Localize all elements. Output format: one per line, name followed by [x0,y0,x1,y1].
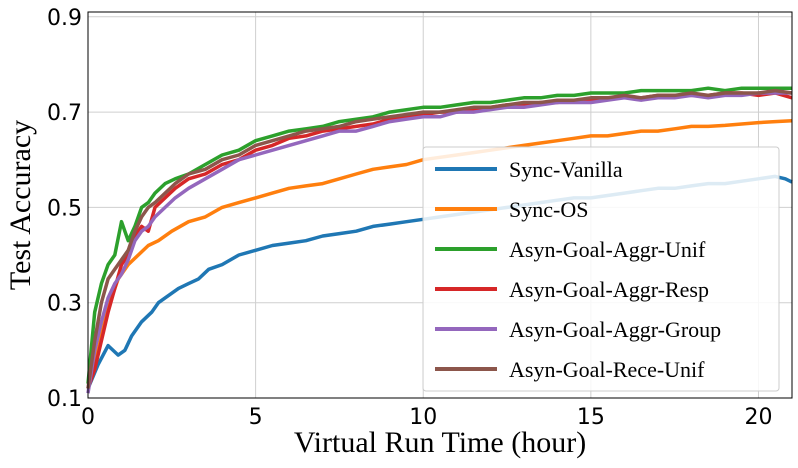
series-line-asyn-goal-aggr-group [86,91,792,394]
y-axis-title: Test Accuracy [4,120,37,290]
legend-box [422,146,780,392]
x-tick-label: 0 [81,405,95,430]
y-tick-label: 0.1 [47,387,82,412]
series-line-asyn-goal-rece-unif [86,88,793,389]
series-line-asyn-goal-aggr-unif [86,86,792,384]
x-tick-label: 5 [249,405,263,430]
y-tick-label: 0.9 [47,6,82,31]
x-tick-label: 20 [744,405,772,430]
y-tick-label: 0.5 [47,196,82,221]
x-axis-title: Virtual Run Time (hour) [294,426,586,459]
tick-labels: 0 5 10 15 20 0.1 0.3 0.5 0.7 0.9 [47,6,772,430]
series-line-sync-os [86,118,793,389]
plot-frame [87,11,793,399]
legend-entry: Asyn-Goal-Aggr-Group [509,317,721,342]
legend-entry: Sync-Vanilla [509,157,623,182]
x-tick-label: 15 [577,405,605,430]
y-tick-label: 0.3 [47,292,82,317]
legend-entry: Asyn-Goal-Aggr-Resp [509,277,709,302]
x-tick-label: 10 [409,405,437,430]
legend-entry: Asyn-Goal-Rece-Unif [509,357,705,382]
legend-entry: Sync-OS [509,197,588,222]
legend: Sync-Vanilla Sync-OS Asyn-Goal-Aggr-Unif As… [422,146,780,392]
legend-entry: Asyn-Goal-Aggr-Unif [509,237,706,262]
y-tick-label: 0.7 [47,101,82,126]
